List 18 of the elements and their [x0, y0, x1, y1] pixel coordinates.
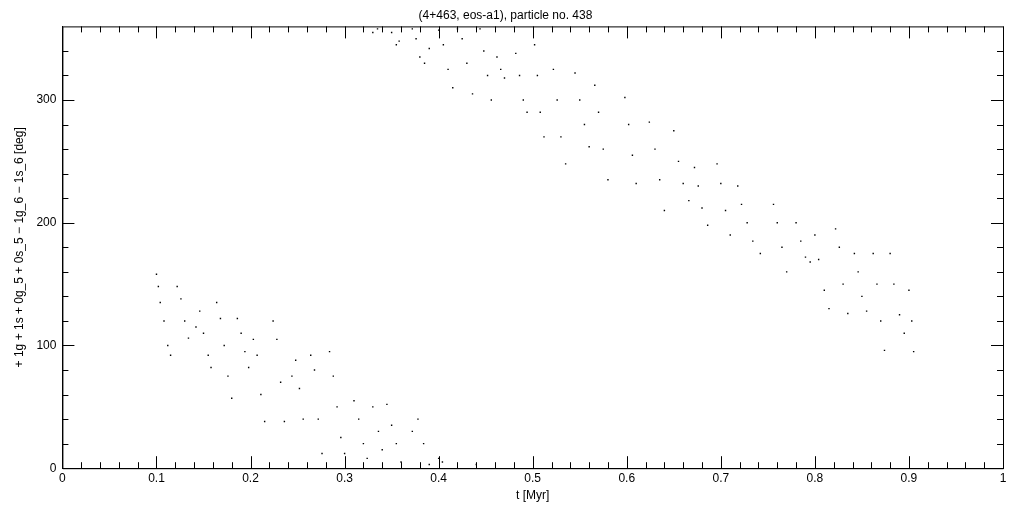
- x-tick-label: 0: [59, 470, 67, 485]
- y-tick-label: 0: [49, 460, 57, 475]
- x-tick-label: 0.3: [336, 470, 354, 485]
- x-axis-title: t [Myr]: [516, 488, 550, 503]
- x-tick-label: 0.4: [430, 470, 448, 485]
- x-tick-label: 0.5: [524, 470, 542, 485]
- y-axis-title: + 1g + 1s + 0g_5 + 0s_5 − 1g_6 − 1s_6 [deg]: [11, 127, 26, 368]
- x-tick-label: 1: [999, 470, 1007, 485]
- y-tick-label: 100: [36, 337, 57, 352]
- x-tick-label: 0.1: [148, 470, 166, 485]
- x-tick-label: 0.9: [900, 470, 918, 485]
- x-tick-label: 0.7: [712, 470, 730, 485]
- y-tick-label: 200: [36, 215, 57, 230]
- x-tick-label: 0.8: [806, 470, 824, 485]
- x-tick-label: 0.2: [242, 470, 260, 485]
- x-tick-label: 0.6: [618, 470, 636, 485]
- y-tick-label: 300: [36, 92, 57, 107]
- chart-title: (4+463, eos-a1), particle no. 438: [418, 7, 593, 22]
